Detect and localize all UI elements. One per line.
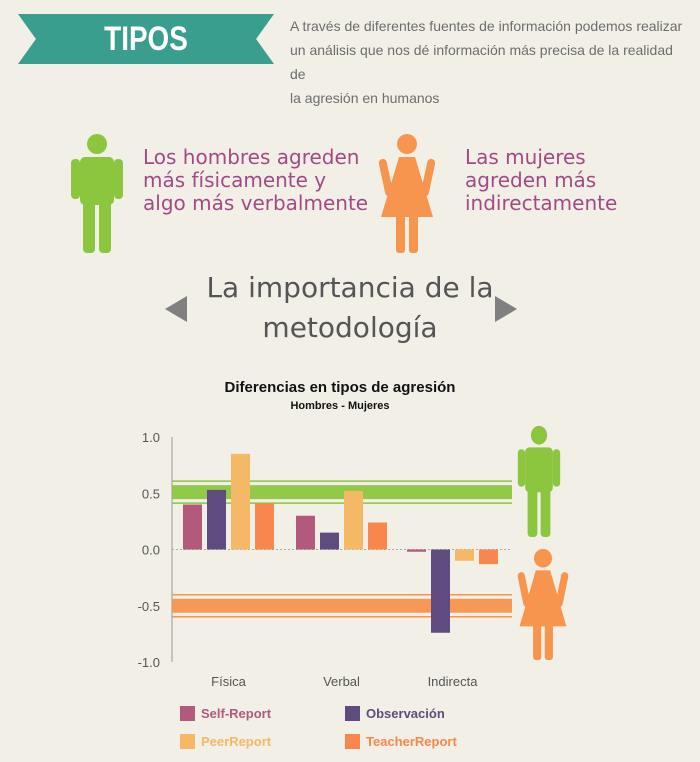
methodology-line: metodología <box>262 311 438 344</box>
bar <box>183 504 202 550</box>
intro-text: A través de diferentes fuentes de inform… <box>290 14 690 110</box>
bar <box>479 549 498 565</box>
bar <box>320 532 339 550</box>
legend-item: PeerReport <box>180 734 271 749</box>
methodology-heading: La importancia de la metodología <box>190 268 510 348</box>
legend-item: Self-Report <box>180 706 271 721</box>
bar <box>255 503 274 550</box>
male-figure-icon <box>517 425 561 537</box>
legend-label: PeerReport <box>201 734 272 749</box>
bar <box>344 491 363 550</box>
legend-item: TeacherReport <box>345 734 457 749</box>
y-tick-label: 1.0 <box>142 430 160 445</box>
men-caption-line: Los hombres agreden <box>143 145 360 169</box>
bar <box>407 549 426 552</box>
chart-title: Diferencias en tipos de agresión <box>224 379 456 396</box>
bar <box>231 453 250 550</box>
x-tick-label: Física <box>211 674 246 689</box>
page-title: TIPOS <box>104 19 188 58</box>
female-figure-icon <box>517 548 569 660</box>
men-caption-line: más físicamente y <box>143 168 327 192</box>
bar <box>207 489 226 550</box>
women-caption-line: indirectamente <box>465 191 618 215</box>
intro-line: la agresión en humanos <box>290 90 440 106</box>
legend-swatch <box>180 734 195 749</box>
female-figure-icon <box>378 134 436 253</box>
intro-line: A través de diferentes fuentes de inform… <box>290 18 683 34</box>
x-tick-label: Verbal <box>323 674 360 689</box>
chart-subtitle: Hombres - Mujeres <box>290 400 390 412</box>
x-tick-label: Indirecta <box>428 674 479 689</box>
men-caption: Los hombres agreden más físicamente y al… <box>143 146 368 215</box>
reference-band <box>172 485 512 500</box>
y-tick-label: 0.0 <box>142 543 160 558</box>
women-caption-line: agreden más <box>465 168 597 192</box>
male-figure-icon <box>71 134 123 253</box>
legend-item: Observación <box>345 706 445 721</box>
legend-swatch <box>345 734 360 749</box>
legend-swatch <box>180 706 195 721</box>
men-caption-line: algo más verbalmente <box>143 191 369 215</box>
bar <box>296 515 315 550</box>
bar <box>431 549 450 633</box>
legend-label: TeacherReport <box>366 734 457 749</box>
women-caption: Las mujeres agreden más indirectamente <box>465 146 617 215</box>
title-banner: TIPOS <box>18 14 274 64</box>
women-caption-line: Las mujeres <box>465 145 586 169</box>
legend-label: Self-Report <box>201 706 272 721</box>
legend-swatch <box>345 706 360 721</box>
methodology-line: La importancia de la <box>206 271 494 304</box>
bar <box>368 522 387 550</box>
arrow-right-icon <box>495 296 517 322</box>
bar <box>455 549 474 561</box>
arrow-left-icon <box>165 296 187 322</box>
reference-band <box>172 598 512 613</box>
y-tick-label: 0.5 <box>142 486 160 501</box>
legend-label: Observación <box>366 706 445 721</box>
intro-line: un análisis que nos dé información más p… <box>290 42 673 82</box>
y-tick-label: -1.0 <box>138 655 160 670</box>
y-tick-label: -0.5 <box>138 599 160 614</box>
